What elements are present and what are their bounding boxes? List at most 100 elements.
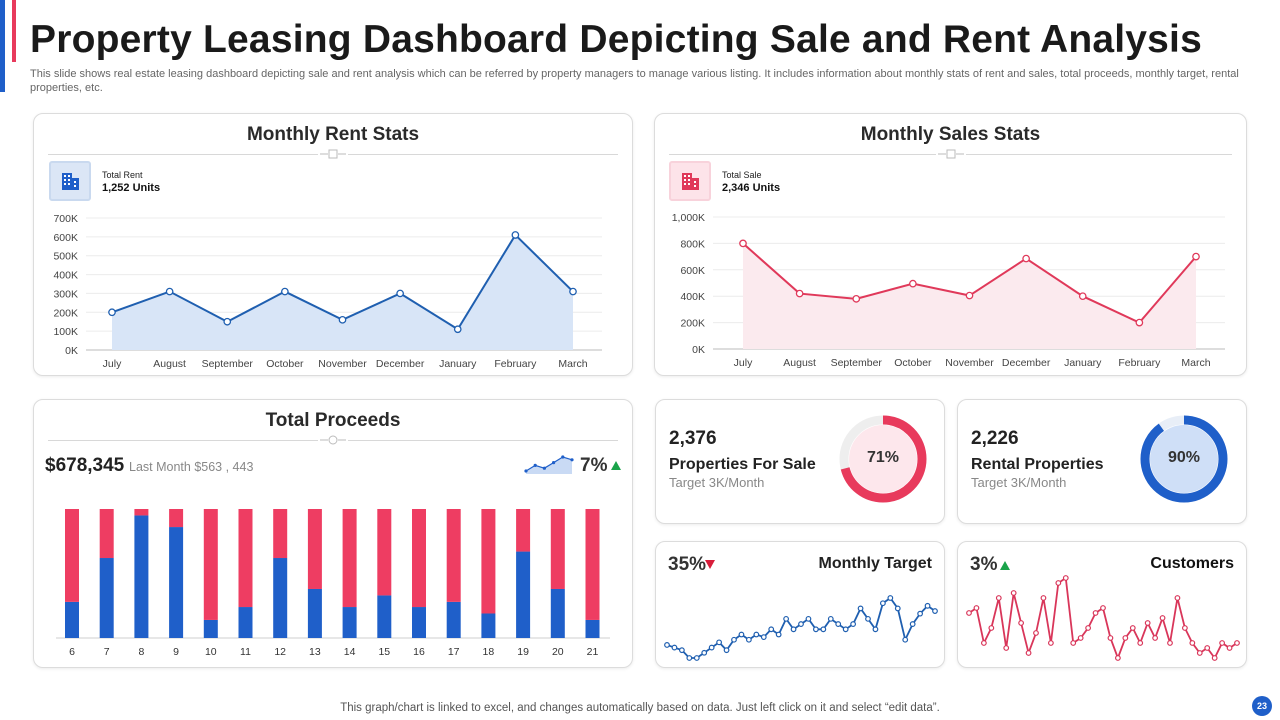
rental-properties-card[interactable]: 2,226 Rental Properties Target 3K/Month … [957,399,1247,524]
proceeds-change: 7% [580,455,608,476]
sparkline-point [1062,575,1069,581]
x-tick-label: August [783,357,816,369]
sparkline-point [865,615,871,622]
data-point-december [396,289,404,298]
sparkline-point [798,621,804,627]
sparkline-point [1226,645,1233,651]
bar-red-12 [273,509,288,559]
y-tick-label: 0K [692,344,705,356]
bar-blue-19 [516,551,531,638]
page-number: 23 [1252,696,1272,716]
bar-blue-13 [307,588,322,638]
bar-blue-11 [238,607,253,638]
customers-card[interactable]: 3% Customers [957,541,1247,668]
bar-red-9 [169,509,184,528]
sparkline-point [701,649,708,656]
x-tick-label: July [734,357,753,369]
y-tick-label: 200K [53,307,78,319]
sparkline-point [708,644,715,651]
sparkline-point [552,461,556,465]
sparkline-point [1234,640,1240,646]
bar-red-19 [516,509,531,552]
sparkline-point [995,595,1002,601]
x-tick-label: 8 [138,646,144,658]
total-sale-value: 2,346 Units [722,182,781,194]
total-proceeds-card[interactable]: Total Proceeds $678,345 Last Month $563 … [33,399,633,668]
bar-blue-16 [412,607,426,638]
sparkline-point [887,595,894,601]
x-tick-label: 17 [448,646,460,658]
x-tick-label: 19 [517,646,529,658]
sparkline-point [1144,620,1151,626]
sparkline-point [1159,615,1166,621]
sales-stats-card[interactable]: Monthly Sales Stats Total Sale 2,346 Uni… [654,113,1247,376]
total-rent-label: Total Rent [102,170,143,180]
sparkline-point [988,625,995,631]
sparkline-point [1077,635,1084,641]
sparkline-point [820,626,827,633]
sparkline-point [902,636,909,643]
sparkline-point [760,634,767,641]
donut-center [1150,425,1218,493]
x-tick-label: 12 [274,646,286,658]
properties-for-sale-donut [839,415,927,503]
sparkline-point [1167,640,1173,646]
data-point-november [338,315,347,324]
sparkline-point [1189,640,1196,646]
sparkline-point [1174,595,1181,601]
x-tick-label: October [266,358,304,370]
sparkline-point [980,640,987,646]
x-tick-label: November [318,358,367,370]
x-tick-label: March [1181,357,1210,369]
bar-blue-15 [377,595,392,638]
x-tick-label: August [153,358,186,370]
sparkline-point [783,615,790,622]
bar-blue-12 [273,558,288,638]
total-proceeds-title: Total Proceeds [265,410,401,431]
data-point-july [739,239,747,248]
sparkline-line [525,456,573,472]
divider-ornament-icon [318,435,348,445]
monthly-target-card[interactable]: 35% Monthly Target [655,541,945,668]
data-point-march [1192,252,1200,261]
sparkline-point [917,610,924,617]
data-point-february [511,231,520,239]
proceeds-last-month: Last Month $563 , 443 [129,460,254,474]
data-point-july [108,308,116,317]
sparkline-point [1204,645,1211,651]
sparkline-point [1040,595,1047,601]
sparkline-point [731,636,737,643]
sparkline-point [693,655,700,661]
rent-line-chart[interactable]: 0K 100K 200K 300K 400K 500K 600K 700K July August… [34,204,634,374]
x-tick-label: January [1064,357,1102,369]
footer-note: This graph/chart is linked to excel, and… [340,702,940,714]
building-icon [669,161,711,201]
y-tick-label: 800K [680,238,705,250]
sparkline-point [1152,635,1159,641]
sparkline-point [1047,640,1054,646]
sparkline-point [1092,610,1099,616]
x-tick-label: 9 [173,646,179,658]
x-tick-label: December [1002,357,1051,369]
total-rent-value: 1,252 Units [102,182,161,194]
bar-blue-10 [203,619,218,638]
sparkline-point [1107,635,1114,641]
sparkline-point [664,642,670,648]
sparkline-point [753,631,760,638]
monthly-target-sparkline [664,595,938,661]
sparkline-point [973,605,980,611]
bar-blue-7 [99,558,114,638]
data-point-march [569,287,577,296]
sparkline-point [932,608,938,614]
customers-sparkline [966,575,1240,661]
y-tick-label: 400K [53,270,78,282]
sparkline-point [812,626,819,633]
customers-label: Customers [1150,555,1234,572]
proceeds-bar-chart[interactable]: 6 7 8 9 10 11 12 13 14 15 16 17 18 19 20 21 [34,495,634,665]
properties-for-sale-label: Properties For Sale [669,456,816,473]
x-tick-label: 21 [587,646,599,658]
rent-stats-card[interactable]: Monthly Rent Stats Total Rent 1,252 Unit… [33,113,633,376]
sales-line-chart[interactable]: 0K 200K 400K 600K 800K 1,000K July August Septem… [655,204,1248,374]
properties-for-sale-card[interactable]: 2,376 Properties For Sale Target 3K/Mont… [655,399,945,524]
x-tick-label: 14 [344,646,356,658]
